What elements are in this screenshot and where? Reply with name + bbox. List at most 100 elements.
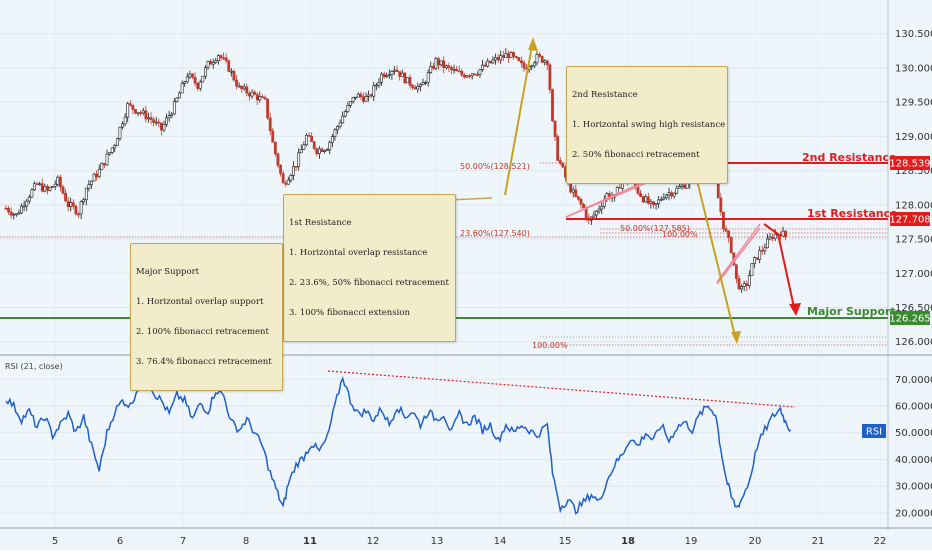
candle-body <box>400 72 404 77</box>
projection-arrows <box>504 37 801 344</box>
candle-body <box>662 197 666 200</box>
candle-body <box>286 179 290 185</box>
candle-body <box>740 286 743 290</box>
candle-body <box>766 238 769 249</box>
candle-body <box>103 163 106 166</box>
candle-body <box>561 162 565 168</box>
candle-body <box>556 136 560 161</box>
candle-body <box>452 68 456 71</box>
candle-body <box>113 145 117 149</box>
price-tick-label: 127.000 <box>895 269 932 280</box>
candle-body <box>636 187 640 194</box>
candle-body <box>206 60 210 68</box>
candle-body <box>763 247 767 251</box>
candle-body <box>7 208 10 213</box>
first-resistance-label: 1st Resistance <box>807 207 898 220</box>
candle-body <box>292 166 295 176</box>
candle-body <box>147 117 150 120</box>
candle-body <box>320 148 324 153</box>
time-tick-label: 14 <box>494 536 507 547</box>
candle-body <box>126 103 130 118</box>
candle-body <box>753 257 756 264</box>
candle-body <box>40 183 44 192</box>
candle-body <box>411 84 415 88</box>
candle-body <box>354 96 358 99</box>
candle-body <box>450 67 453 70</box>
candle-body <box>488 60 492 64</box>
time-tick-label: 18 <box>621 536 635 547</box>
rsi-tick-label: 50.0000 <box>895 428 932 439</box>
note-second-resistance[interactable]: 2nd Resistance 1. Horizontal swing high … <box>566 66 728 184</box>
rsi-indicator-label[interactable]: RSI (21, close) <box>5 362 63 371</box>
candle-body <box>468 75 472 78</box>
candle-body <box>463 74 466 78</box>
candle-body <box>600 206 604 210</box>
candle-body <box>758 250 762 260</box>
price-tick-label: 129.000 <box>895 132 932 143</box>
candle-body <box>144 110 148 120</box>
time-tick-label: 6 <box>117 536 123 547</box>
candle-body <box>380 73 383 83</box>
candle-body <box>25 200 29 207</box>
candle-body <box>641 196 645 203</box>
time-tick-label: 20 <box>749 536 762 547</box>
price-tick-label: 128.000 <box>895 200 932 211</box>
candle-body <box>398 71 402 77</box>
svg-text:126.265: 126.265 <box>889 314 930 325</box>
note-line: 1. Horizontal overlap support <box>136 297 264 307</box>
candle-body <box>131 104 135 110</box>
major-support-label: Major Support <box>807 305 896 318</box>
candle-body <box>475 74 479 76</box>
candle-body <box>548 64 552 90</box>
note-line: 2. 100% fibonacci retracement <box>136 327 269 337</box>
candle-body <box>152 119 156 123</box>
candle-body <box>460 70 464 76</box>
second-resistance-label: 2nd Resistance <box>802 151 896 164</box>
candle-body <box>491 59 495 64</box>
note-line: Major Support <box>136 267 200 277</box>
candle-body <box>242 86 246 90</box>
candle-body <box>657 199 661 204</box>
candle-body <box>670 192 674 197</box>
candle-body <box>258 96 262 101</box>
candle-body <box>250 91 254 97</box>
candle-body <box>216 55 220 61</box>
candle-body <box>742 283 746 287</box>
candle-body <box>530 65 534 68</box>
projection-arrowhead-down <box>731 331 741 344</box>
candle-body <box>390 71 394 76</box>
fib-label-100-upper: 100.00% <box>662 230 698 239</box>
candle-body <box>108 152 112 155</box>
note-first-resistance[interactable]: 1st Resistance 1. Horizontal overlap res… <box>283 194 456 342</box>
candle-body <box>35 183 39 186</box>
candle-body <box>281 173 285 184</box>
candle-body <box>66 200 70 208</box>
second-resistance-price-tag: 128.539 <box>889 156 931 170</box>
candle-body <box>406 77 409 84</box>
candle-body <box>338 122 342 127</box>
svg-text:128.539: 128.539 <box>889 159 930 170</box>
rsi-tick-label: 30.0000 <box>895 482 932 493</box>
candle-body <box>592 214 596 218</box>
rsi-value-tag: RSI <box>862 424 886 438</box>
candle-body <box>90 180 93 185</box>
candle-body <box>760 250 764 252</box>
svg-text:127.708: 127.708 <box>889 215 930 226</box>
candle-body <box>317 148 321 155</box>
candle-body <box>444 65 448 69</box>
candle-body <box>486 60 490 67</box>
candle-body <box>677 186 681 189</box>
candle-body <box>595 210 598 216</box>
note-line: 2. 50% fibonacci retracement <box>572 150 700 160</box>
candle-body <box>667 192 671 196</box>
candle-body <box>553 120 557 137</box>
candle-body <box>305 134 308 146</box>
candle-body <box>514 56 518 58</box>
candle-body <box>193 76 197 84</box>
candle-body <box>362 96 365 102</box>
candle-body <box>51 186 55 188</box>
rsi-tick-label: 40.0000 <box>895 455 932 466</box>
note-major-support[interactable]: Major Support 1. Horizontal overlap supp… <box>130 243 283 391</box>
candle-body <box>22 205 26 208</box>
